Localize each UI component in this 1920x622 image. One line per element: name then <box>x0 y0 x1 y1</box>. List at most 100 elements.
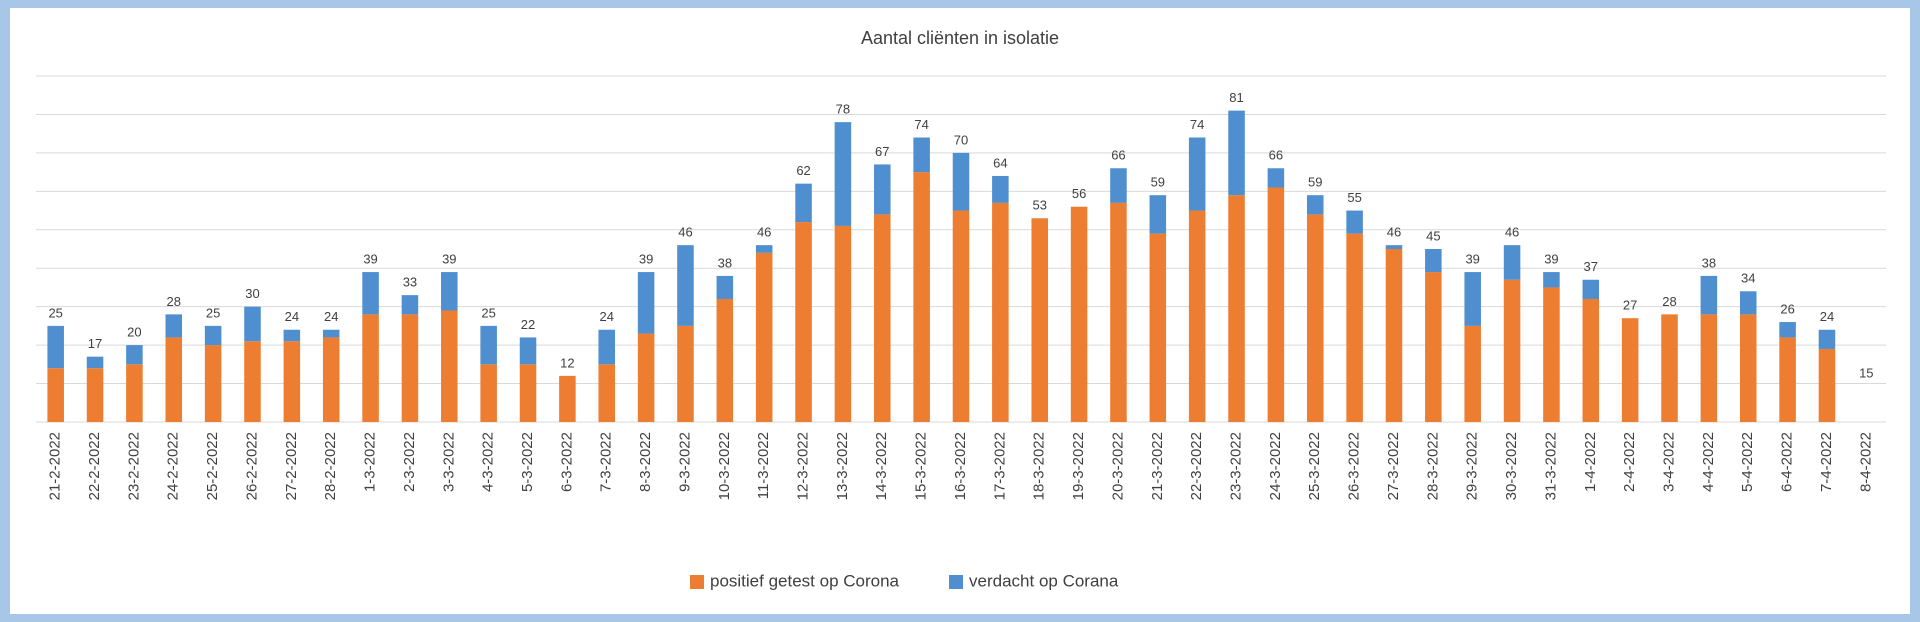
x-tick-label: 1-4-2022 <box>1582 432 1599 492</box>
x-tick-label: 7-3-2022 <box>598 432 615 492</box>
bar-segment <box>1700 314 1718 422</box>
bar-segment <box>1425 249 1442 273</box>
bar-segment <box>1739 291 1757 315</box>
bar-segment <box>480 325 497 365</box>
x-tick-label: 29-3-2022 <box>1464 432 1481 500</box>
x-tick-label: 15-3-2022 <box>913 432 930 500</box>
bar-segment <box>559 375 576 422</box>
bar-segment <box>1661 314 1678 422</box>
x-tick-label: 4-3-2022 <box>480 432 497 492</box>
bar-segment <box>1818 329 1836 349</box>
total-label: 39 <box>1465 252 1479 267</box>
total-label: 26 <box>1780 301 1794 316</box>
bar-segment <box>47 368 64 422</box>
bar-segment <box>874 214 891 422</box>
bar-segment <box>1306 214 1324 422</box>
x-tick-label: 26-3-2022 <box>1346 432 1363 500</box>
bar-segment <box>1739 314 1757 422</box>
bar-segment <box>677 325 694 422</box>
x-tick-label: 31-3-2022 <box>1542 432 1559 500</box>
bar-segment <box>165 337 183 422</box>
total-label: 66 <box>1269 148 1283 163</box>
total-label: 38 <box>1702 255 1716 270</box>
bar-segment <box>1700 275 1718 315</box>
chart-title: Aantal cliënten in isolatie <box>861 28 1059 48</box>
bar-segment <box>244 341 261 422</box>
bar-segment <box>913 172 930 422</box>
bar-segment <box>1779 337 1796 422</box>
bar-segment <box>86 368 104 422</box>
x-tick-label: 20-3-2022 <box>1109 432 1126 500</box>
total-label: 27 <box>1623 298 1637 313</box>
x-tick-label: 21-2-2022 <box>47 432 64 500</box>
total-label: 74 <box>914 117 928 132</box>
bar-segment <box>1346 233 1363 422</box>
bar-segment <box>598 364 616 422</box>
x-tick-label: 28-3-2022 <box>1424 432 1441 500</box>
x-tick-label: 23-2-2022 <box>125 432 142 500</box>
bar-segment <box>1818 348 1836 422</box>
bar-segment <box>86 356 104 369</box>
legend-swatch <box>690 575 704 589</box>
bar-segment <box>1582 298 1600 422</box>
x-tick-label: 10-3-2022 <box>716 432 733 500</box>
bar-segment <box>755 252 773 422</box>
total-label: 46 <box>757 225 771 240</box>
bar-segment <box>1188 210 1206 422</box>
total-label: 25 <box>206 305 220 320</box>
total-label: 46 <box>678 225 692 240</box>
bar-segment <box>913 137 930 173</box>
bar-segment <box>992 175 1009 203</box>
x-tick-label: 8-4-2022 <box>1857 432 1874 492</box>
total-label: 59 <box>1308 175 1322 190</box>
bar-segment <box>1346 210 1363 234</box>
x-tick-label: 16-3-2022 <box>952 432 969 500</box>
x-tick-label: 7-4-2022 <box>1818 432 1835 492</box>
bar-segment <box>322 337 340 422</box>
total-label: 28 <box>167 294 181 309</box>
x-tick-label: 22-2-2022 <box>86 432 103 500</box>
bar-segment <box>165 314 183 338</box>
total-label: 39 <box>639 252 653 267</box>
bar-segment <box>519 364 537 422</box>
x-tick-label: 27-2-2022 <box>283 432 300 500</box>
bar-segment <box>716 275 734 299</box>
x-tick-label: 17-3-2022 <box>991 432 1008 500</box>
x-tick-label: 24-2-2022 <box>165 432 182 500</box>
x-tick-label: 21-3-2022 <box>1149 432 1166 500</box>
bar-segment <box>1385 249 1403 422</box>
bar-segment <box>126 364 143 422</box>
bar-segment <box>1228 195 1245 422</box>
x-tick-label: 25-3-2022 <box>1306 432 1323 500</box>
x-tick-label: 27-3-2022 <box>1385 432 1402 500</box>
total-label: 39 <box>442 252 456 267</box>
x-tick-label: 12-3-2022 <box>795 432 812 500</box>
total-label: 39 <box>363 252 377 267</box>
total-label: 64 <box>993 155 1007 170</box>
total-label: 25 <box>481 305 495 320</box>
bar-segment <box>1110 168 1127 203</box>
total-label: 67 <box>875 144 889 159</box>
bar-segment <box>795 222 812 422</box>
bar-segment <box>1267 168 1285 188</box>
x-tick-label: 25-2-2022 <box>204 432 221 500</box>
bar-segment <box>1385 245 1403 249</box>
total-label: 37 <box>1584 259 1598 274</box>
bar-segment <box>441 310 458 422</box>
bar-segment <box>1110 202 1127 422</box>
bar-segment <box>795 183 812 223</box>
bar-segment <box>755 245 773 253</box>
total-label: 55 <box>1347 190 1361 205</box>
x-tick-label: 13-3-2022 <box>834 432 851 500</box>
x-tick-label: 5-3-2022 <box>519 432 536 492</box>
bar-segment <box>834 225 852 422</box>
bar-segment <box>283 341 301 422</box>
total-label: 24 <box>324 309 338 324</box>
total-label: 62 <box>796 163 810 178</box>
legend-label: positief getest op Corona <box>710 571 900 590</box>
bar-segment <box>952 210 970 422</box>
bar-segment <box>598 329 616 365</box>
x-tick-label: 18-3-2022 <box>1031 432 1048 500</box>
bar-segment <box>126 345 143 365</box>
total-label: 66 <box>1111 148 1125 163</box>
